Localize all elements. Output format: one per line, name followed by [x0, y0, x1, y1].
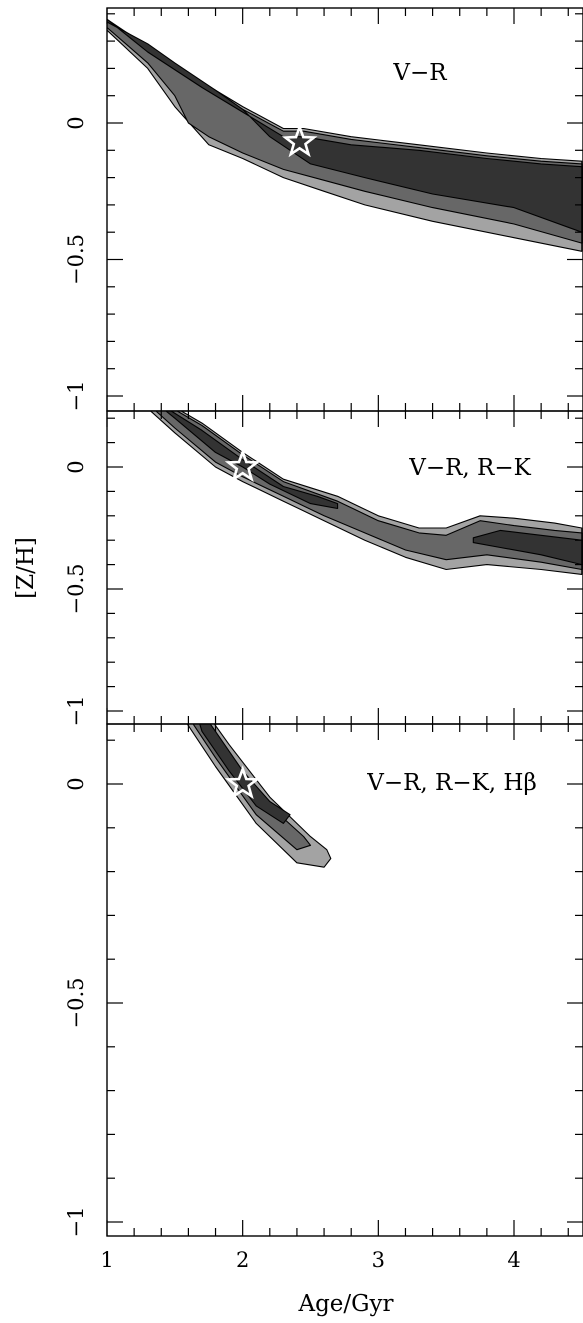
y-tick-label: −0.5 [64, 234, 88, 285]
best-fit-star [224, 765, 261, 800]
x-tick-label: 1 [100, 1248, 113, 1272]
y-tick-label: −1 [64, 1207, 88, 1238]
contour-outer [186, 724, 332, 868]
panel-1: 0 −0.5 −1 V−R [64, 7, 583, 412]
contour-inner [107, 18, 583, 233]
y-tick-label: −1 [64, 381, 88, 412]
x-tick-label: 3 [372, 1248, 385, 1272]
panel-label: V−R, R−K [408, 455, 531, 481]
y-tick-label: −0.5 [64, 564, 88, 615]
x-tick-label: 4 [507, 1248, 520, 1272]
contour-group [149, 411, 583, 575]
contour-middle [107, 18, 583, 244]
y-tick-label: 0 [64, 460, 88, 473]
panel-frame [106, 723, 583, 1237]
chart-panels: 0 −0.5 −1 V−R 0 −0.5 −1 V−R, R−K 0 −0.5 −1 V−R, R−K… [64, 7, 583, 1272]
y-tick-label: −1 [64, 696, 88, 727]
panel-2: 0 −0.5 −1 V−R, R−K [64, 410, 583, 727]
contour-middle [155, 411, 583, 571]
panel-label: V−R [392, 60, 447, 86]
x-axis-label: Age/Gyr [297, 1291, 393, 1317]
contour-inner [165, 411, 339, 510]
y-tick-label: −0.5 [64, 978, 88, 1029]
panel-label: V−R, R−K, Hβ [366, 770, 537, 796]
y-axis-label: [Z/H] [13, 537, 39, 599]
panel-3: 0 −0.5 −1 V−R, R−K, Hβ [64, 723, 583, 1238]
x-tick-label: 2 [236, 1248, 249, 1272]
best-fit-star [224, 448, 261, 483]
y-tick-label: 0 [64, 777, 88, 790]
contour-group [186, 724, 332, 868]
y-tick-label: 0 [64, 116, 88, 129]
best-fit-star [281, 123, 318, 158]
contour-group [107, 18, 583, 252]
